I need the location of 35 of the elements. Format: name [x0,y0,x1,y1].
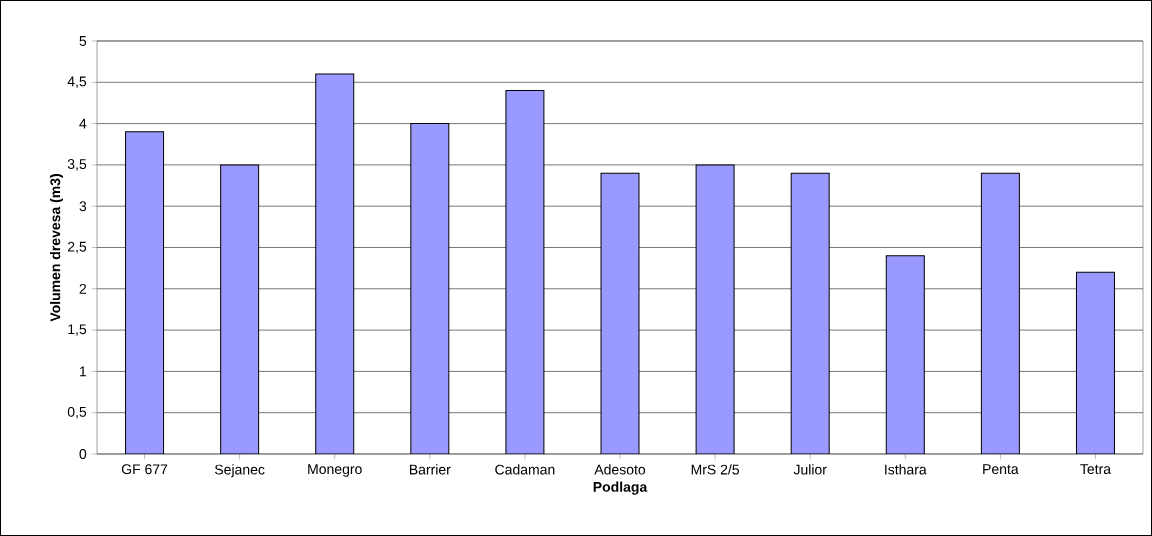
x-tick-label: Penta [983,464,1019,475]
y-tick-label: 0,5 [67,406,87,419]
y-tick-label: 3 [79,201,87,212]
bar [1075,271,1115,454]
bar [695,164,735,454]
y-tick-label: 3,5 [67,159,87,171]
y-tick-label: 1 [80,366,87,377]
y-tick-label: 4,5 [67,76,87,89]
bar [600,172,640,454]
x-tick-label: Sejanec [214,464,265,478]
x-tick-label: Monegro [308,464,362,477]
y-tick-label: 5 [79,36,87,46]
x-tick-label: Julior [793,464,827,475]
bar [885,255,925,454]
y-axis-title: Volumen drevesa (m3) [49,174,64,322]
bar [505,90,545,454]
bar [410,123,450,454]
bar [315,73,355,454]
x-tick-label: Isthara [885,464,927,475]
bar [125,131,165,454]
y-tick-label: 2 [79,283,87,294]
x-tick-label: GF 677 [121,464,168,475]
bar [980,172,1020,454]
y-tick-label: 0 [79,449,87,459]
x-tick-label: Adesoto [594,464,646,475]
y-tick-label: 1,5 [68,324,87,336]
x-tick-label: MrS 2/5 [691,464,739,475]
x-tick-label: Cadaman [495,464,555,475]
x-tick-label: Tetra [1080,464,1112,475]
y-tick-label: 2,5 [67,241,87,254]
x-axis-title: Podlaga [593,481,648,495]
bar [790,172,830,454]
y-tick-label: 4 [79,118,87,129]
bar [220,164,260,454]
x-tick-label: Barrier [409,464,451,475]
